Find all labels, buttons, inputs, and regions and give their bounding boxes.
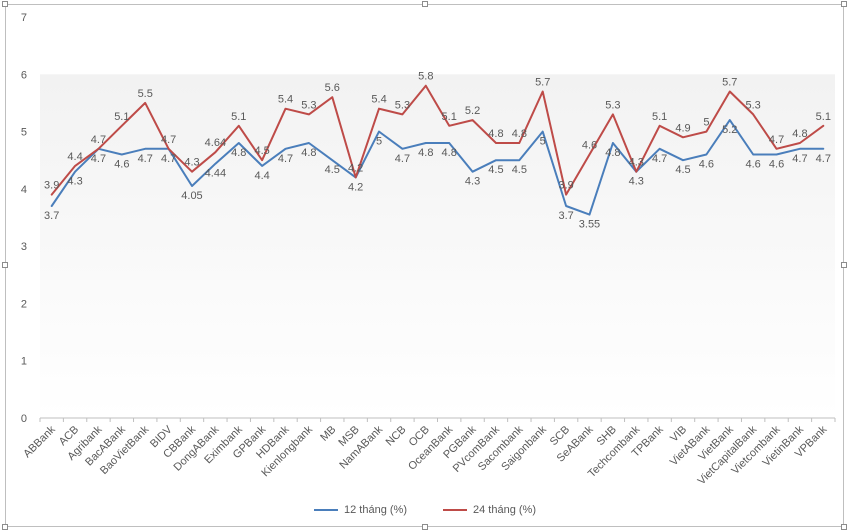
resize-handle-top-right[interactable] [841, 1, 847, 7]
legend-item-24-thang: 24 tháng (%) [443, 504, 536, 516]
data-label-12-thang: 3.7 [44, 210, 59, 222]
x-tick-label-ncb: NCB [384, 424, 409, 449]
y-tick-label: 2 [21, 298, 27, 310]
data-label-24-thang: 5.1 [231, 111, 246, 123]
x-tick-label-abbank: ABBank [21, 423, 58, 460]
data-label-24-thang: 4.6 [582, 139, 597, 151]
series-line-24-thang [50, 84, 825, 196]
data-label-24-thang: 4.3 [184, 157, 199, 169]
data-label-12-thang: 4.7 [816, 153, 831, 165]
plot-area-background [40, 74, 835, 419]
data-label-24-thang: 5.2 [465, 105, 480, 117]
data-label-24-thang: 4.7 [769, 134, 784, 146]
resize-handle-top[interactable] [422, 1, 428, 7]
data-label-12-thang: 4.5 [512, 164, 527, 176]
line-chart: 01234567ABBankACBAgribankBacABankBaoViet… [21, 12, 836, 487]
data-label-24-thang: 5.4 [278, 94, 293, 106]
data-label-12-thang: 4.5 [325, 164, 340, 176]
data-label-24-thang: 4.3 [629, 157, 644, 169]
data-label-12-thang: 4.6 [746, 158, 761, 170]
data-label-24-thang: 4.2 [348, 162, 363, 174]
data-label-24-thang: 4.8 [488, 128, 503, 140]
data-label-24-thang: 5.1 [442, 111, 457, 123]
y-tick-label: 6 [21, 69, 27, 81]
data-label-12-thang: 4.5 [488, 164, 503, 176]
data-label-12-thang: 4.6 [699, 158, 714, 170]
resize-handle-right[interactable] [841, 262, 847, 268]
resize-handle-bottom-left[interactable] [2, 524, 8, 530]
series-line-12-thang [50, 119, 825, 216]
data-label-12-thang: 4.3 [67, 176, 82, 188]
data-label-12-thang: 4.2 [348, 181, 363, 193]
resize-handle-bottom-right[interactable] [841, 524, 847, 530]
data-label-12-thang: 4.3 [465, 176, 480, 188]
data-label-12-thang: 5 [376, 136, 382, 148]
data-label-24-thang: 5.3 [395, 99, 410, 111]
data-label-12-thang: 4.05 [181, 190, 202, 202]
data-label-24-thang: 5.4 [371, 94, 386, 106]
data-label-24-thang: 5.5 [138, 88, 153, 100]
data-label-24-thang: 5.1 [816, 111, 831, 123]
data-label-24-thang: 4.4 [67, 151, 82, 163]
resize-handle-top-left[interactable] [2, 1, 8, 7]
data-label-24-thang: 4.7 [91, 134, 106, 146]
data-label-24-thang: 4.64 [205, 137, 226, 149]
legend-label-12-thang: 12 tháng (%) [344, 504, 407, 516]
data-label-12-thang: 4.7 [278, 153, 293, 165]
data-label-24-thang: 3.9 [558, 180, 573, 192]
data-label-12-thang: 4.6 [769, 158, 784, 170]
legend-label-24-thang: 24 tháng (%) [473, 504, 536, 516]
data-label-24-thang: 4.8 [512, 128, 527, 140]
data-label-24-thang: 5.1 [114, 111, 129, 123]
data-label-24-thang: 4.7 [161, 134, 176, 146]
y-tick-label: 5 [21, 127, 27, 139]
data-label-12-thang: 4.6 [114, 158, 129, 170]
legend-swatch-24-thang [443, 509, 467, 511]
data-label-12-thang: 4.7 [792, 153, 807, 165]
data-label-24-thang: 5 [703, 117, 709, 129]
data-label-12-thang: 4.7 [652, 153, 667, 165]
data-label-12-thang: 4.8 [231, 147, 246, 159]
legend-item-12-thang: 12 tháng (%) [314, 504, 407, 516]
data-label-24-thang: 4.9 [675, 122, 690, 134]
data-label-24-thang: 5.3 [746, 99, 761, 111]
data-label-12-thang: 4.4 [254, 170, 269, 182]
data-label-24-thang: 5.3 [605, 99, 620, 111]
data-label-12-thang: 4.44 [205, 168, 226, 180]
y-tick-label: 0 [21, 413, 27, 425]
data-label-12-thang: 4.3 [629, 176, 644, 188]
data-label-12-thang: 4.8 [442, 147, 457, 159]
data-label-24-thang: 5.7 [535, 76, 550, 88]
data-label-12-thang: 5 [540, 136, 546, 148]
data-label-12-thang: 4.8 [301, 147, 316, 159]
y-tick-label: 4 [21, 184, 27, 196]
data-label-12-thang: 4.8 [418, 147, 433, 159]
data-label-24-thang: 4.8 [792, 128, 807, 140]
data-label-12-thang: 5.2 [722, 124, 737, 136]
data-label-24-thang: 3.9 [44, 180, 59, 192]
y-tick-label: 7 [21, 12, 27, 24]
data-label-24-thang: 5.6 [325, 82, 340, 94]
data-label-12-thang: 4.7 [161, 153, 176, 165]
data-label-24-thang: 5.3 [301, 99, 316, 111]
data-label-12-thang: 3.55 [579, 219, 600, 231]
y-tick-label: 1 [21, 356, 27, 368]
data-label-12-thang: 4.7 [91, 153, 106, 165]
resize-handle-left[interactable] [2, 262, 8, 268]
data-label-24-thang: 5.8 [418, 71, 433, 83]
data-label-24-thang: 4.5 [254, 145, 269, 157]
data-label-12-thang: 4.5 [675, 164, 690, 176]
data-label-12-thang: 4.7 [395, 153, 410, 165]
legend-swatch-12-thang [314, 509, 339, 511]
data-label-12-thang: 4.7 [138, 153, 153, 165]
data-label-12-thang: 4.8 [605, 147, 620, 159]
y-tick-label: 3 [21, 241, 27, 253]
chart-legend: 12 tháng (%) 24 tháng (%) [0, 504, 850, 516]
data-label-24-thang: 5.7 [722, 76, 737, 88]
data-label-24-thang: 5.1 [652, 111, 667, 123]
resize-handle-bottom[interactable] [422, 524, 428, 530]
data-label-12-thang: 3.7 [558, 210, 573, 222]
